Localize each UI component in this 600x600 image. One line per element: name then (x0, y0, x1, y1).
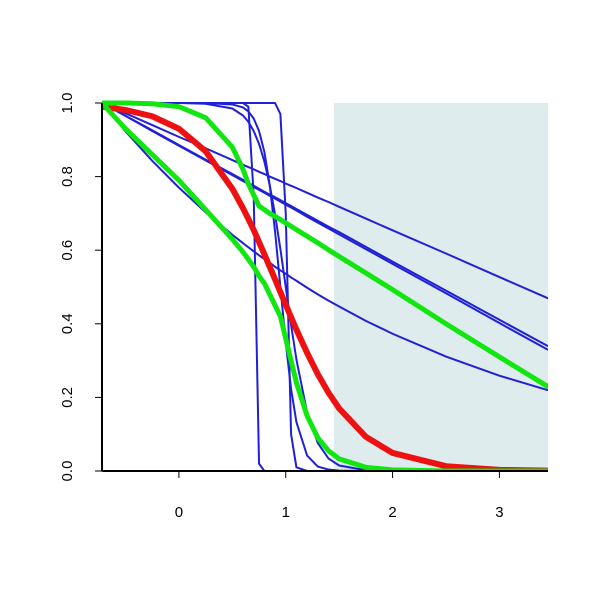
y-tick-label: 0.0 (59, 461, 76, 482)
y-tick-label: 0.6 (59, 240, 76, 261)
line-series (102, 102, 548, 351)
y-tick-label: 0.4 (59, 313, 76, 334)
line-series (102, 102, 548, 300)
y-tick-label: 0.8 (59, 166, 76, 187)
x-tick-label: 2 (388, 504, 396, 521)
line-series (102, 100, 548, 389)
line-series (102, 103, 548, 471)
y-tick-label: 0.2 (59, 387, 76, 408)
x-tick-label: 1 (282, 504, 290, 521)
line-series (102, 100, 548, 471)
y-tick-label: 1.0 (59, 93, 76, 114)
x-tick-label: 3 (495, 504, 503, 521)
line-series (102, 102, 548, 471)
x-tick-label: 0 (175, 504, 183, 521)
